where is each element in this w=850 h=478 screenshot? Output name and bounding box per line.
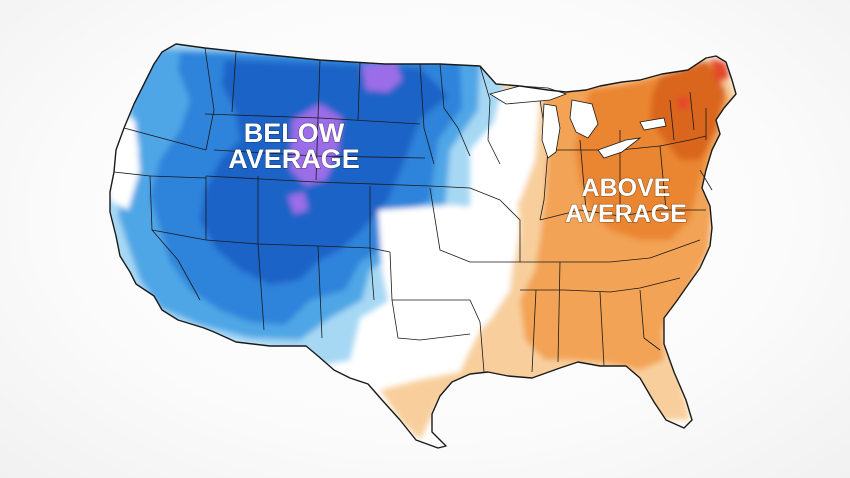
below-average-extreme-area-north <box>362 62 402 92</box>
above-label-line2: AVERAGE <box>565 200 687 228</box>
lake-erie <box>597 137 642 159</box>
below-label-line1: BELOW <box>244 118 345 148</box>
above-average-deep-area <box>650 60 726 160</box>
below-average-label: BELOW AVERAGE <box>228 117 361 174</box>
above-average-label: ABOVE AVERAGE <box>565 173 688 228</box>
anomaly-layer <box>110 44 736 440</box>
near-normal-area-west-coast <box>110 110 140 210</box>
lake-huron <box>569 99 599 139</box>
above-average-extreme-area-maine <box>710 58 730 84</box>
near-normal-area-ohio-valley <box>490 98 540 200</box>
lake-michigan <box>541 103 561 159</box>
near-normal-area-central <box>378 205 515 356</box>
below-average-extreme-area-wyoming <box>290 104 342 186</box>
above-label-line1: ABOVE <box>582 174 671 202</box>
below-label-line2: AVERAGE <box>228 144 360 174</box>
above-average-extreme-area-vermont <box>676 96 690 110</box>
below-average-extreme-area-south-wy <box>288 192 308 214</box>
lake-ontario <box>639 117 667 131</box>
